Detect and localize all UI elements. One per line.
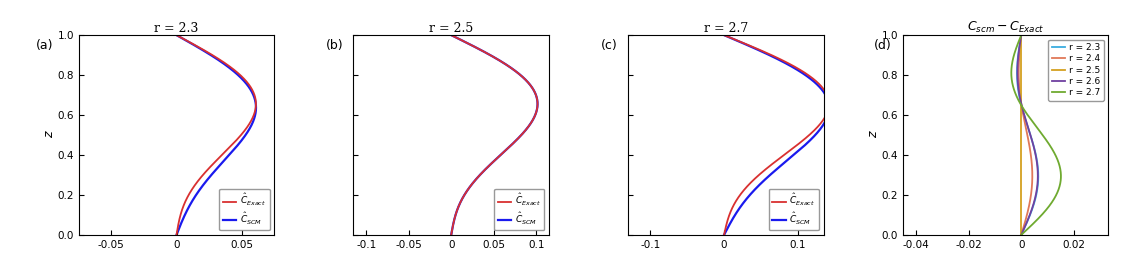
Y-axis label: z: z [867,132,880,138]
Legend: $\hat{C}_{Exact}$, $\hat{C}_{SCM}$: $\hat{C}_{Exact}$, $\hat{C}_{SCM}$ [219,189,270,230]
r = 2.5 [1015,74,1028,77]
r = 2.4 [1023,145,1036,149]
Title: $C_{scm} - C_{Exact}$: $C_{scm} - C_{Exact}$ [966,20,1044,35]
Legend: $\hat{C}_{Exact}$, $\hat{C}_{SCM}$: $\hat{C}_{Exact}$, $\hat{C}_{SCM}$ [494,189,544,230]
r = 2.5 [1015,33,1028,37]
Line: r = 2.6: r = 2.6 [1017,35,1038,235]
r = 2.7 [1005,77,1018,81]
r = 2.5 [1015,96,1028,99]
r = 2.5 [1015,213,1028,216]
Text: (d): (d) [874,39,892,52]
r = 2.3 [1015,33,1028,37]
r = 2.6 [1011,77,1025,81]
r = 2.4 [1014,96,1027,99]
Title: r = 2.7: r = 2.7 [704,22,748,35]
r = 2.3 [1027,145,1041,149]
r = 2.3 [1010,74,1024,77]
r = 2.4 [1020,213,1034,216]
r = 2.5 [1015,77,1028,81]
Text: (c): (c) [601,39,618,52]
r = 2.6 [1023,213,1036,216]
r = 2.4 [1024,153,1037,156]
r = 2.6 [1010,74,1024,77]
r = 2.7 [1035,213,1048,216]
r = 2.3 [1024,213,1037,216]
Text: (a): (a) [36,39,53,52]
r = 2.7 [1010,96,1024,99]
r = 2.4 [1015,233,1028,237]
r = 2.3 [1015,233,1028,237]
r = 2.7 [1015,233,1028,237]
r = 2.6 [1028,153,1042,156]
Line: r = 2.4: r = 2.4 [1019,35,1033,235]
r = 2.4 [1015,33,1028,37]
r = 2.6 [1015,233,1028,237]
r = 2.3 [1029,153,1043,156]
r = 2.5 [1015,233,1028,237]
Line: r = 2.3: r = 2.3 [1017,35,1038,235]
Legend: $\hat{C}_{Exact}$, $\hat{C}_{SCM}$: $\hat{C}_{Exact}$, $\hat{C}_{SCM}$ [768,189,819,230]
r = 2.7 [1044,145,1058,149]
r = 2.6 [1027,145,1041,149]
Y-axis label: z: z [43,132,56,138]
r = 2.5 [1015,153,1028,156]
Legend: r = 2.3, r = 2.4, r = 2.5, r = 2.6, r = 2.7: r = 2.3, r = 2.4, r = 2.5, r = 2.6, r = … [1048,40,1104,101]
r = 2.6 [1014,96,1027,99]
Text: (b): (b) [326,39,344,52]
r = 2.4 [1012,74,1026,77]
r = 2.4 [1012,77,1026,81]
r = 2.3 [1010,77,1024,81]
r = 2.3 [1012,96,1026,99]
r = 2.7 [1015,33,1028,37]
r = 2.7 [1005,74,1018,77]
r = 2.5 [1015,145,1028,149]
Title: r = 2.3: r = 2.3 [154,22,199,35]
Title: r = 2.5: r = 2.5 [429,22,474,35]
r = 2.7 [1048,153,1062,156]
r = 2.6 [1015,33,1028,37]
Line: r = 2.7: r = 2.7 [1011,35,1061,235]
